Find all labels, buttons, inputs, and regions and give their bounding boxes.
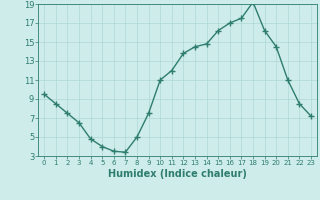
X-axis label: Humidex (Indice chaleur): Humidex (Indice chaleur) (108, 169, 247, 179)
